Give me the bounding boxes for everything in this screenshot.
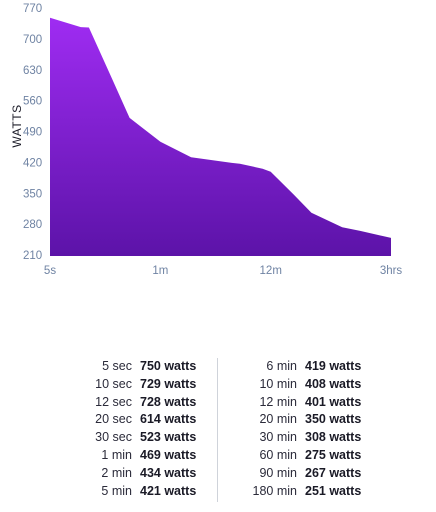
- record-duration: 60 min: [259, 447, 297, 462]
- record-row: 12 sec 728 watts: [60, 394, 210, 412]
- record-power: 408 watts: [305, 376, 362, 391]
- x-tick-label: 1m: [152, 265, 168, 277]
- record-row: 10 min 408 watts: [225, 376, 375, 394]
- record-duration: 12 sec: [95, 394, 132, 409]
- power-curve-area: [50, 17, 391, 256]
- record-row: 30 sec 523 watts: [60, 429, 210, 447]
- record-row: 6 min 419 watts: [225, 358, 375, 376]
- records-column-right: 6 min 419 watts 10 min 408 watts 12 min 401 w…: [225, 358, 375, 500]
- records-column-left: 5 sec 750 watts 10 sec 729 watts 12 sec 728 w…: [60, 358, 210, 500]
- record-power: 350 watts: [305, 412, 362, 427]
- y-tick-label: 560: [23, 96, 42, 108]
- y-tick-label: 700: [23, 34, 42, 46]
- record-duration: 30 min: [259, 430, 297, 445]
- y-tick-label: 770: [23, 3, 42, 15]
- record-duration: 10 min: [259, 376, 297, 391]
- record-power: 469 watts: [140, 447, 197, 462]
- record-row: 20 min 350 watts: [225, 411, 375, 429]
- record-row: 10 sec 729 watts: [60, 376, 210, 394]
- record-power: 401 watts: [305, 394, 362, 409]
- record-power: 419 watts: [305, 359, 362, 373]
- record-duration: 180 min: [252, 483, 297, 498]
- record-duration: 5 sec: [102, 359, 132, 373]
- record-row: 5 min 421 watts: [60, 483, 210, 501]
- record-row: 1 min 469 watts: [60, 447, 210, 465]
- record-duration: 20 sec: [95, 412, 132, 427]
- y-tick-label: 420: [23, 157, 42, 169]
- y-tick-label: 490: [23, 127, 42, 139]
- record-power: 421 watts: [140, 483, 197, 498]
- record-power: 251 watts: [305, 483, 362, 498]
- y-tick-label: 210: [23, 250, 42, 262]
- record-duration: 2 min: [101, 465, 132, 480]
- y-tick-label: 280: [23, 219, 42, 231]
- record-row: 30 min 308 watts: [225, 429, 375, 447]
- record-duration: 30 sec: [95, 430, 132, 445]
- record-duration: 10 sec: [95, 376, 132, 391]
- record-duration: 6 min: [266, 359, 297, 373]
- record-power: 308 watts: [305, 430, 362, 445]
- record-duration: 12 min: [259, 394, 297, 409]
- x-tick-label: 3hrs: [380, 265, 403, 277]
- record-row: 2 min 434 watts: [60, 465, 210, 483]
- table-divider: [217, 358, 218, 502]
- record-row: 5 sec 750 watts: [60, 358, 210, 376]
- y-tick-label: 350: [23, 188, 42, 200]
- record-duration: 90 min: [259, 465, 297, 480]
- x-axis-ticks: 5s 1m 12m 3hrs: [44, 265, 403, 277]
- record-duration: 1 min: [101, 447, 132, 462]
- x-tick-label: 12m: [260, 265, 282, 277]
- record-row: 90 min 267 watts: [225, 465, 375, 483]
- power-records-table: 5 sec 750 watts 10 sec 729 watts 12 sec 728 w…: [0, 358, 436, 508]
- record-power: 523 watts: [140, 430, 197, 445]
- record-power: 275 watts: [305, 447, 362, 462]
- y-axis-ticks: 210 280 350 420 490 560 630 700 770: [23, 3, 42, 262]
- record-power: 614 watts: [140, 412, 197, 427]
- record-duration: 20 min: [259, 412, 297, 427]
- record-power: 434 watts: [140, 465, 197, 480]
- record-power: 750 watts: [140, 359, 197, 373]
- y-tick-label: 630: [23, 65, 42, 77]
- record-row: 20 sec 614 watts: [60, 411, 210, 429]
- x-tick-label: 5s: [44, 265, 56, 277]
- y-axis-title: WATTS: [10, 104, 24, 147]
- record-power: 267 watts: [305, 465, 362, 480]
- record-row: 60 min 275 watts: [225, 447, 375, 465]
- record-row: 12 min 401 watts: [225, 394, 375, 412]
- record-duration: 5 min: [101, 483, 132, 498]
- record-power: 729 watts: [140, 376, 197, 391]
- record-row: 180 min 251 watts: [225, 483, 375, 501]
- record-power: 728 watts: [140, 394, 197, 409]
